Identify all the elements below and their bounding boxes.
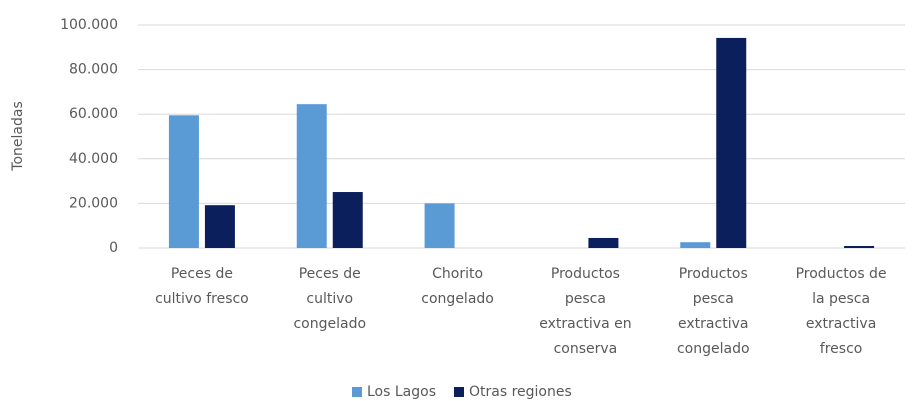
y-tick-label: 100.000 xyxy=(60,17,118,33)
legend-swatch xyxy=(454,387,464,397)
bar xyxy=(588,237,619,248)
x-tick-label: Productos pesca extractiva congelado xyxy=(677,266,750,357)
x-tick-label: Peces de cultivo congelado xyxy=(293,266,366,332)
y-axis-label: Toneladas xyxy=(10,101,26,171)
y-tick-label: 60.000 xyxy=(69,106,118,122)
x-tick-label: Peces de cultivo fresco xyxy=(155,266,249,307)
bar xyxy=(296,104,327,248)
x-tick-label: Chorito congelado xyxy=(421,266,494,307)
bar xyxy=(332,192,363,248)
bar xyxy=(424,203,455,248)
y-tick-label: 20.000 xyxy=(69,195,118,211)
bar xyxy=(204,205,235,248)
y-tick-label: 40.000 xyxy=(69,151,118,167)
bar xyxy=(680,242,711,248)
bar xyxy=(844,245,875,248)
legend-swatch xyxy=(352,387,362,397)
legend-label: Otras regiones xyxy=(469,384,572,400)
x-tick-label: Productos de la pesca extractiva fresco xyxy=(796,266,887,357)
bar xyxy=(168,115,199,248)
y-tick-label: 0 xyxy=(109,240,118,256)
y-tick-label: 80.000 xyxy=(69,62,118,78)
bar xyxy=(716,37,747,249)
x-tick-label: Productos pesca extractiva en conserva xyxy=(539,266,631,357)
legend-label: Los Lagos xyxy=(367,384,436,400)
